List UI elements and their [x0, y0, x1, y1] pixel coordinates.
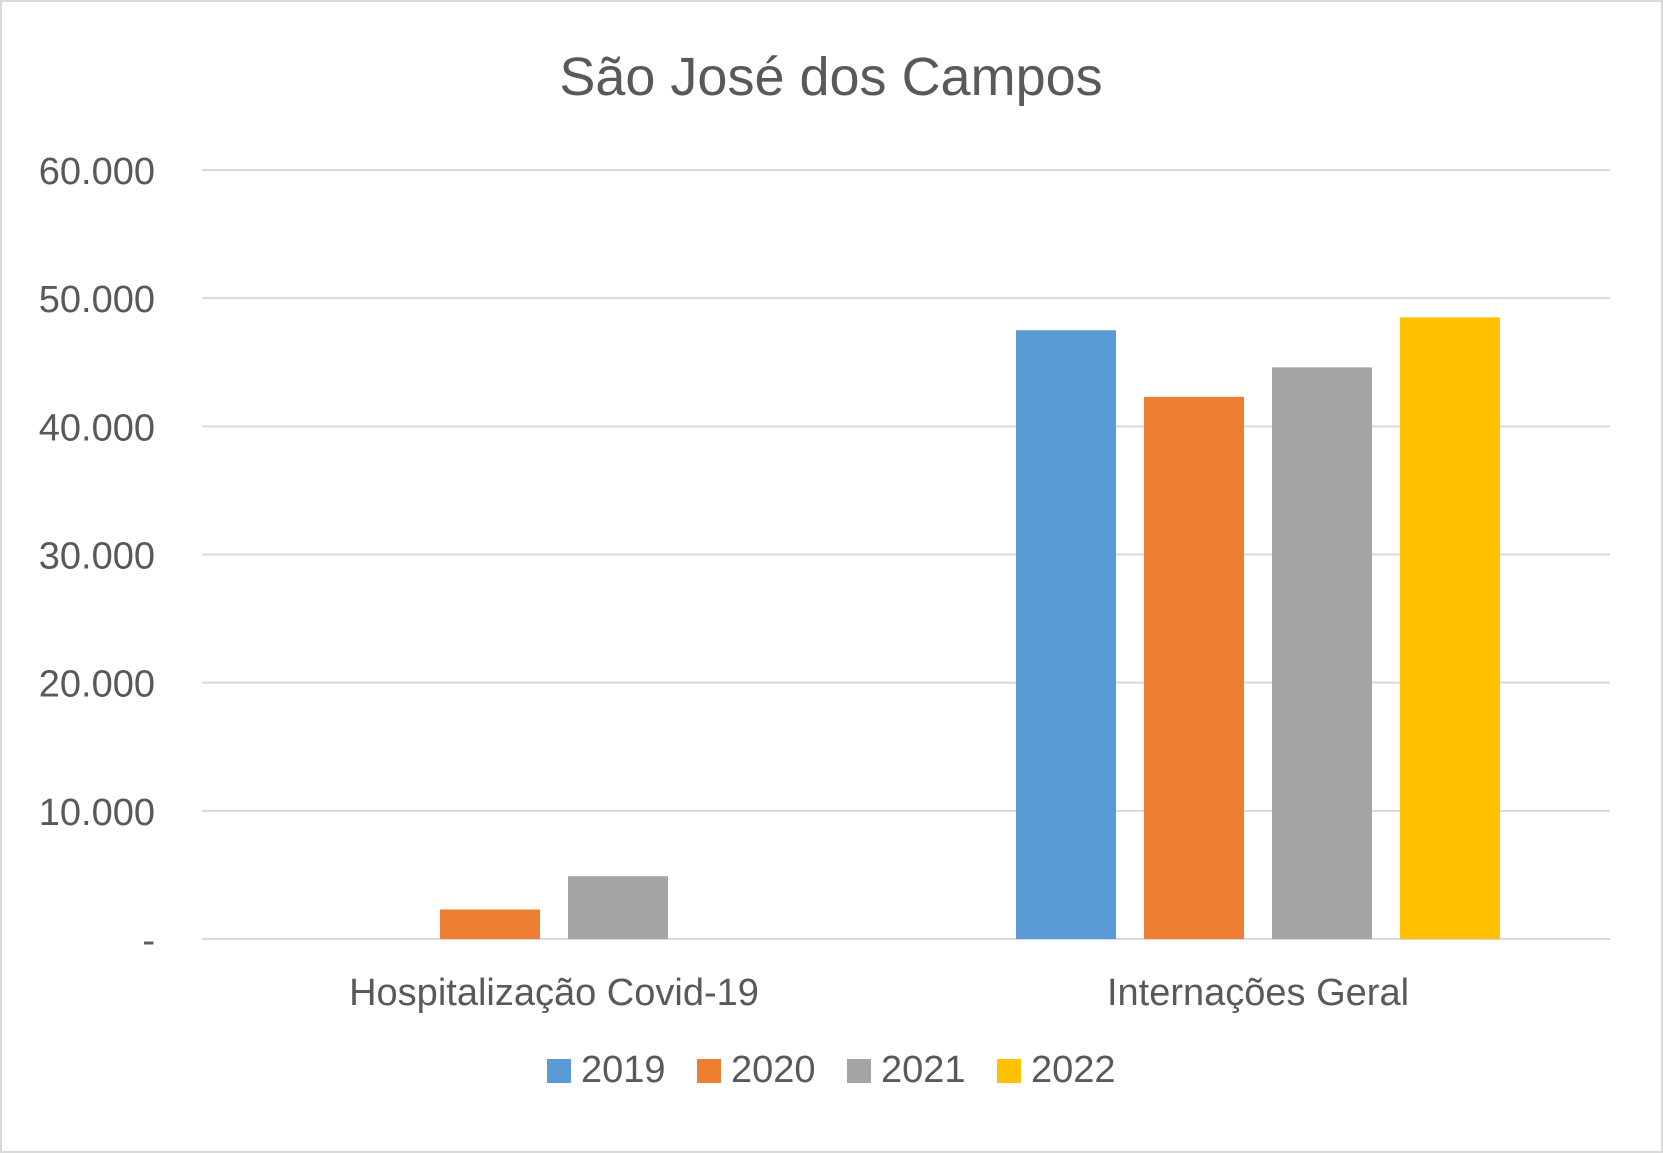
legend-item: 2019 [547, 1049, 666, 1091]
bar-2019-1 [1016, 330, 1116, 939]
chart-title: São José dos Campos [559, 47, 1102, 107]
x-category-label: Internações Geral [1107, 972, 1409, 1014]
legend-swatch [697, 1059, 721, 1083]
legend-swatch [997, 1059, 1021, 1083]
gridlines [202, 169, 1610, 940]
y-tick-label: 40.000 [39, 407, 155, 449]
legend-label: 2020 [731, 1049, 816, 1091]
legend-item: 2022 [997, 1049, 1116, 1091]
y-tick-label: 30.000 [39, 536, 155, 578]
legend: 2019 2020 2021 2022 [547, 1049, 1116, 1091]
x-category-label: Hospitalização Covid-19 [349, 972, 759, 1014]
legend-label: 2021 [881, 1049, 966, 1091]
y-tick-label: 60.000 [39, 151, 155, 193]
x-axis: Hospitalização Covid-19 Internações Geral [349, 972, 1409, 1014]
bar-2021-1 [1272, 367, 1372, 939]
legend-item: 2021 [847, 1049, 966, 1091]
legend-item: 2020 [697, 1049, 816, 1091]
bars [440, 317, 1500, 940]
legend-swatch [547, 1059, 571, 1083]
legend-swatch [847, 1059, 871, 1083]
y-tick-label: 50.000 [39, 279, 155, 321]
y-axis: - 10.000 20.000 30.000 40.000 50.000 60.000 [39, 151, 155, 962]
bar-2020-0 [440, 909, 540, 939]
y-tick-label: - [142, 920, 155, 962]
y-tick-label: 10.000 [39, 792, 155, 834]
bar-2022-1 [1400, 317, 1500, 939]
y-tick-label: 20.000 [39, 664, 155, 706]
legend-label: 2022 [1031, 1049, 1116, 1091]
bar-2021-0 [568, 876, 668, 939]
legend-label: 2019 [581, 1049, 666, 1091]
bar-2020-1 [1144, 396, 1244, 940]
